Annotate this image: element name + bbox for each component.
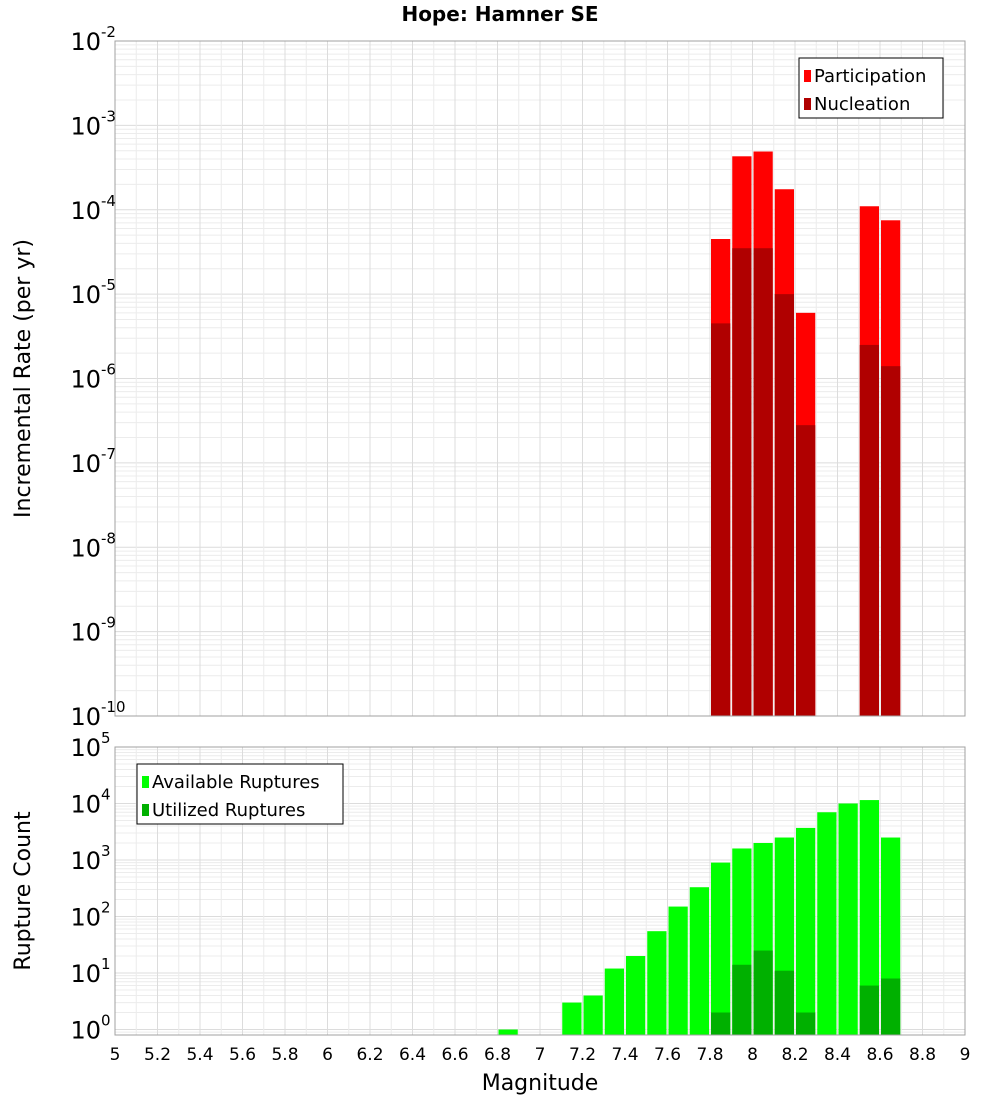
x-tick-label: 7.8 <box>696 1045 723 1065</box>
plot-border <box>114 40 966 717</box>
bar-utilized-ruptures <box>796 1012 816 1035</box>
bar-available-ruptures <box>562 1002 582 1035</box>
bar-available-ruptures <box>859 800 879 1035</box>
bar-available-ruptures <box>817 812 837 1035</box>
y-tick-label: 10 <box>70 450 101 478</box>
x-tick-label: 6.4 <box>399 1045 426 1065</box>
x-tick-label: 5.4 <box>186 1045 213 1065</box>
legend-label: Utilized Ruptures <box>152 800 305 821</box>
y-tick-exponent: -8 <box>101 529 116 547</box>
y-tick-exponent: 3 <box>101 842 111 860</box>
bar-nucleation <box>732 248 752 717</box>
bar-available-ruptures <box>838 803 858 1035</box>
y-tick-exponent: -7 <box>101 445 116 463</box>
y-tick-label: 10 <box>70 534 101 562</box>
x-tick-label: 8.6 <box>866 1045 893 1065</box>
plot-border <box>114 746 966 1036</box>
bar-nucleation <box>881 366 901 716</box>
legend-label: Available Ruptures <box>152 772 320 793</box>
bar-nucleation <box>774 294 794 716</box>
bar-utilized-ruptures <box>711 1012 731 1035</box>
bar-utilized-ruptures <box>732 964 752 1035</box>
y-tick-exponent: -6 <box>101 361 116 379</box>
y-tick-label: 10 <box>70 1017 101 1045</box>
y-tick-label: 10 <box>70 112 101 140</box>
y-tick-label: 10 <box>70 847 101 875</box>
bar-utilized-ruptures <box>753 950 773 1035</box>
legend-box <box>798 57 944 119</box>
x-tick-label: 7.6 <box>654 1045 681 1065</box>
bar-available-ruptures <box>604 968 624 1035</box>
bar-utilized-ruptures <box>774 970 794 1035</box>
x-tick-label: 6 <box>322 1045 333 1065</box>
bar-nucleation <box>859 344 879 716</box>
bar-nucleation <box>711 323 731 716</box>
chart-title: Hope: Hamner SE <box>401 2 599 26</box>
x-tick-label: 5 <box>110 1045 121 1065</box>
bar-utilized-ruptures <box>881 978 901 1035</box>
y-tick-label: 10 <box>70 197 101 225</box>
y-tick-label: 10 <box>70 960 101 988</box>
x-tick-label: 6.2 <box>356 1045 383 1065</box>
y-tick-exponent: -3 <box>101 107 116 125</box>
y-tick-exponent: 1 <box>101 955 111 973</box>
bar-available-ruptures <box>498 1029 518 1035</box>
y-axis-label: Incremental Rate (per yr) <box>11 239 36 518</box>
x-tick-label: 8 <box>747 1045 758 1065</box>
y-tick-exponent: 0 <box>101 1012 111 1030</box>
legend: Participation Nucleation <box>798 57 944 119</box>
y-tick-label: 10 <box>70 734 101 762</box>
legend-label: Nucleation <box>814 94 910 115</box>
y-tick-label: 10 <box>70 619 101 647</box>
bar-available-ruptures <box>796 827 816 1035</box>
y-tick-exponent: -5 <box>101 276 116 294</box>
y-tick-label: 10 <box>70 28 101 56</box>
y-tick-exponent: 5 <box>101 729 111 747</box>
x-tick-label: 8.2 <box>781 1045 808 1065</box>
y-tick-exponent: 2 <box>101 899 111 917</box>
x-tick-label: 8.4 <box>824 1045 851 1065</box>
bar-available-ruptures <box>626 956 646 1035</box>
bar-available-ruptures <box>583 995 603 1035</box>
bar-nucleation <box>796 425 816 716</box>
y-tick-label: 10 <box>70 791 101 819</box>
x-tick-label: 6.6 <box>441 1045 468 1065</box>
legend-label: Participation <box>814 66 926 87</box>
x-tick-label: 5.8 <box>271 1045 298 1065</box>
y-tick-label: 10 <box>70 281 101 309</box>
x-tick-label: 5.2 <box>144 1045 171 1065</box>
bar-utilized-ruptures <box>859 985 879 1035</box>
bar-nucleation <box>753 248 773 717</box>
y-tick-exponent: -2 <box>101 23 116 41</box>
bar-available-ruptures <box>689 887 709 1035</box>
legend-box <box>136 763 344 825</box>
y-tick-exponent: -10 <box>101 698 126 716</box>
x-axis-label: Magnitude <box>482 1071 599 1096</box>
x-tick-label: 7.4 <box>611 1045 638 1065</box>
y-tick-exponent: -9 <box>101 614 116 632</box>
bar-available-ruptures <box>668 906 688 1035</box>
x-tick-label: 8.8 <box>909 1045 936 1065</box>
x-tick-label: 7 <box>535 1045 546 1065</box>
x-tick-label: 5.6 <box>229 1045 256 1065</box>
y-tick-label: 10 <box>70 904 101 932</box>
bar-available-ruptures <box>711 862 731 1035</box>
legend-swatch <box>142 804 149 816</box>
x-tick-label: 6.8 <box>484 1045 511 1065</box>
y-tick-label: 10 <box>70 703 101 731</box>
y-tick-exponent: -4 <box>101 192 116 210</box>
legend: Available Ruptures Utilized Ruptures <box>136 763 344 825</box>
y-tick-exponent: 4 <box>101 786 111 804</box>
bar-available-ruptures <box>647 931 667 1035</box>
y-axis-label: Rupture Count <box>11 811 36 971</box>
x-tick-label: 9 <box>960 1045 971 1065</box>
legend-swatch <box>804 98 811 110</box>
y-tick-label: 10 <box>70 366 101 394</box>
legend-swatch <box>142 776 149 788</box>
x-tick-label: 7.2 <box>569 1045 596 1065</box>
legend-swatch <box>804 70 811 82</box>
